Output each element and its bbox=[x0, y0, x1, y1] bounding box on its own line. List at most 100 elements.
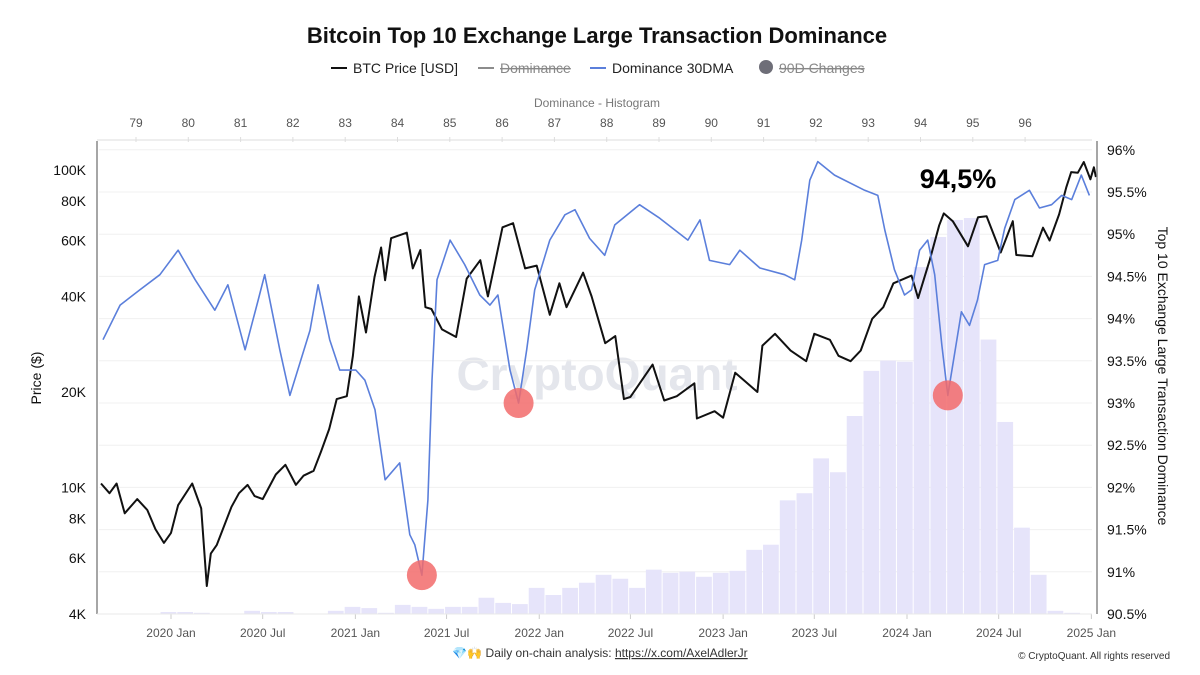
histogram-bar bbox=[478, 597, 495, 614]
bottom-tick-label: 2025 Jan bbox=[1067, 626, 1116, 640]
top-tick-label: 80 bbox=[182, 116, 196, 130]
dominance-30dma-line bbox=[102, 160, 1091, 576]
low-marker bbox=[406, 560, 437, 591]
left-tick-label: 60K bbox=[61, 232, 87, 248]
legend-circle-icon bbox=[759, 60, 773, 74]
histogram-bar bbox=[1047, 610, 1064, 614]
histogram-bar bbox=[729, 570, 746, 614]
histogram-bar bbox=[846, 416, 863, 614]
histogram-bar bbox=[545, 594, 562, 614]
chart-title: Bitcoin Top 10 Exchange Large Transactio… bbox=[307, 23, 887, 48]
left-tick-label: 4K bbox=[69, 606, 87, 622]
right-tick-label: 95% bbox=[1107, 226, 1135, 242]
histogram-bar bbox=[662, 572, 679, 614]
copyright: © CryptoQuant. All rights reserved bbox=[1018, 651, 1170, 662]
watermark: CryptoQuant bbox=[456, 348, 737, 400]
histogram-bar bbox=[260, 612, 277, 614]
top-tick-label: 88 bbox=[600, 116, 614, 130]
left-axis-title: Price ($) bbox=[28, 352, 44, 405]
histogram-bar bbox=[645, 569, 662, 614]
bottom-tick-label: 2022 Jan bbox=[515, 626, 564, 640]
highlight-markers bbox=[406, 380, 963, 591]
histogram-bar bbox=[980, 339, 997, 614]
axes: 96% 95.5% 95% 94.5% 94% 93.5% 93% 92.5% 92% 91.5%… bbox=[53, 116, 1146, 640]
right-tick-label: 95.5% bbox=[1107, 184, 1147, 200]
histogram-bar bbox=[445, 606, 461, 614]
top-tick-label: 95 bbox=[966, 116, 980, 130]
footer-link[interactable]: https://x.com/AxelAdlerJr bbox=[615, 646, 748, 660]
top-tick-label: 83 bbox=[339, 116, 353, 130]
left-tick-label: 100K bbox=[53, 162, 86, 178]
legend-item-dominance-30dma[interactable]: Dominance 30DMA bbox=[590, 60, 734, 76]
histogram-bar bbox=[528, 587, 545, 614]
left-tick-label: 6K bbox=[69, 550, 87, 566]
bottom-tick-label: 2021 Jan bbox=[331, 626, 380, 640]
legend-item-btc-price[interactable]: BTC Price [USD] bbox=[331, 60, 458, 76]
legend-item-90d-changes[interactable]: 90D Changes bbox=[759, 60, 865, 76]
bottom-tick-label: 2023 Jan bbox=[698, 626, 747, 640]
histogram-bar bbox=[361, 608, 378, 614]
histogram-bar bbox=[177, 612, 194, 614]
histogram-bar bbox=[947, 219, 963, 615]
right-tick-label: 94% bbox=[1107, 311, 1135, 327]
histogram-bar bbox=[829, 472, 846, 614]
histogram-bar bbox=[796, 493, 813, 614]
annotation-label: 94,5% bbox=[920, 164, 997, 194]
top-tick-label: 89 bbox=[652, 116, 666, 130]
left-tick-label: 20K bbox=[61, 384, 87, 400]
right-tick-label: 90.5% bbox=[1107, 606, 1147, 622]
histogram-bar bbox=[712, 572, 729, 614]
legend-item-dominance[interactable]: Dominance bbox=[478, 60, 571, 76]
right-tick-label: 92.5% bbox=[1107, 437, 1147, 453]
histogram-bar bbox=[813, 458, 829, 614]
top-tick-label: 82 bbox=[286, 116, 300, 130]
right-tick-label: 93.5% bbox=[1107, 353, 1147, 369]
footer-emoji: 💎🙌 bbox=[452, 646, 482, 660]
right-axis-title: Top 10 Exchange Large Transaction Domina… bbox=[1155, 227, 1171, 526]
histogram-bar bbox=[461, 606, 478, 614]
histogram-bar bbox=[863, 370, 880, 614]
legend: BTC Price [USD] Dominance Dominance 30DM… bbox=[331, 60, 865, 76]
histogram-bar bbox=[160, 612, 177, 614]
top-tick-label: 94 bbox=[914, 116, 928, 130]
histogram-bar bbox=[562, 587, 578, 614]
top-tick-label: 96 bbox=[1018, 116, 1032, 130]
top-axis-title: Dominance - Histogram bbox=[534, 96, 660, 110]
histogram-bar bbox=[696, 576, 712, 614]
histogram-bar bbox=[880, 360, 896, 614]
bottom-tick-label: 2023 Jul bbox=[792, 626, 837, 640]
histogram-bar bbox=[746, 549, 763, 614]
bottom-tick-label: 2021 Jul bbox=[424, 626, 469, 640]
top-tick-label: 79 bbox=[129, 116, 143, 130]
histogram-bar bbox=[763, 544, 779, 614]
histogram-bar bbox=[394, 604, 411, 614]
footer: 💎🙌 Daily on-chain analysis: https://x.co… bbox=[452, 646, 1170, 662]
histogram-bar bbox=[344, 606, 361, 614]
footer-text: 💎🙌 Daily on-chain analysis: https://x.co… bbox=[452, 646, 747, 660]
legend-label: Dominance bbox=[500, 60, 571, 76]
right-tick-label: 92% bbox=[1107, 479, 1135, 495]
legend-label: Dominance 30DMA bbox=[612, 60, 734, 76]
histogram-bar bbox=[428, 608, 445, 614]
histogram-bar bbox=[896, 361, 913, 614]
top-tick-label: 90 bbox=[705, 116, 719, 130]
bottom-tick-label: 2020 Jan bbox=[146, 626, 195, 640]
left-tick-label: 40K bbox=[61, 288, 87, 304]
histogram bbox=[110, 218, 1081, 615]
series-lines bbox=[100, 160, 1097, 587]
histogram-bar bbox=[595, 574, 612, 614]
right-tick-label: 94.5% bbox=[1107, 268, 1147, 284]
left-tick-label: 10K bbox=[61, 480, 87, 496]
legend-label: 90D Changes bbox=[779, 60, 865, 76]
histogram-bar bbox=[327, 610, 344, 614]
low-marker bbox=[503, 388, 534, 418]
histogram-bar bbox=[930, 237, 947, 614]
histogram-bar bbox=[194, 612, 210, 614]
btc-price-line bbox=[100, 161, 1097, 587]
top-tick-label: 92 bbox=[809, 116, 823, 130]
bottom-tick-label: 2022 Jul bbox=[608, 626, 653, 640]
top-tick-label: 93 bbox=[862, 116, 876, 130]
left-tick-label: 80K bbox=[61, 193, 87, 209]
low-marker bbox=[932, 380, 963, 411]
